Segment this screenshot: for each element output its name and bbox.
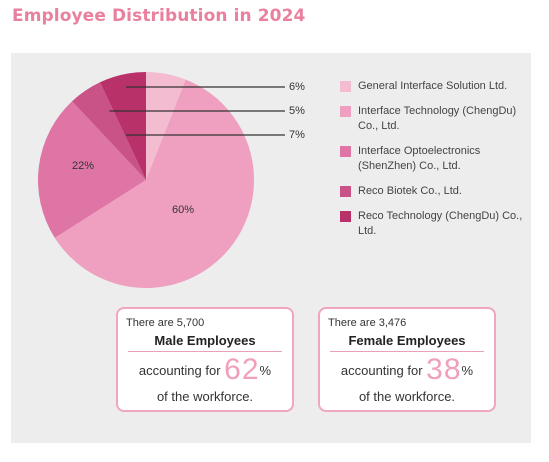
legend-swatch: [340, 106, 351, 117]
female-percent-suffix: %: [461, 363, 474, 378]
female-tail: of the workforce.: [358, 389, 456, 404]
callout-label-general-interface: 6%: [289, 81, 305, 93]
male-employees-card: There are 5,700 Male Employees accountin…: [116, 307, 294, 412]
legend-item: Interface Optoelectronics (ShenZhen) Co.…: [340, 144, 528, 174]
male-count-text: There are 5,700: [126, 317, 205, 329]
legend-label: Interface Technology (ChengDu) Co., Ltd.: [358, 105, 517, 132]
legend-item: Reco Biotek Co., Ltd.: [340, 184, 528, 199]
male-percent: 62: [224, 353, 260, 386]
female-employees-card: There are 3,476 Female Employees account…: [318, 307, 496, 412]
pie-slice: [100, 72, 146, 180]
legend-item: Interface Technology (ChengDu) Co., Ltd.: [340, 104, 528, 134]
female-percent-line: accounting for 38%: [320, 353, 494, 387]
legend-label: Reco Biotek Co., Ltd.: [358, 185, 462, 197]
female-heading: Female Employees: [330, 333, 484, 352]
pie-slice: [146, 72, 186, 180]
callout-label-reco-biotek: 5%: [289, 105, 305, 117]
male-tail: of the workforce.: [156, 389, 254, 404]
legend-item: Reco Technology (ChengDu) Co., Ltd.: [340, 209, 528, 239]
pie-slice: [54, 79, 255, 288]
female-count-text: There are 3,476: [328, 317, 407, 329]
slice-label-technology-chengdu: 60%: [172, 204, 195, 216]
pie-slice: [72, 82, 146, 180]
slice-label-optoelectronics: 22%: [72, 160, 95, 172]
male-percent-line: accounting for 62%: [118, 353, 292, 387]
female-prefix: accounting for: [340, 363, 423, 378]
pie-slice: [38, 101, 147, 238]
legend-label: Interface Optoelectronics (ShenZhen) Co.…: [358, 145, 481, 172]
chart-title: Employee Distribution in 2024: [12, 6, 306, 26]
legend-label: General Interface Solution Ltd.: [358, 80, 508, 92]
legend-swatch: [340, 81, 351, 92]
legend-item: General Interface Solution Ltd.: [340, 79, 528, 94]
male-percent-suffix: %: [259, 363, 272, 378]
male-prefix: accounting for: [138, 363, 221, 378]
legend-swatch: [340, 186, 351, 197]
male-heading: Male Employees: [128, 333, 282, 352]
female-percent: 38: [426, 353, 462, 386]
legend-label: Reco Technology (ChengDu) Co., Ltd.: [358, 210, 523, 237]
legend-swatch: [340, 146, 351, 157]
callout-label-reco-technology: 7%: [289, 129, 305, 141]
legend-swatch: [340, 211, 351, 222]
